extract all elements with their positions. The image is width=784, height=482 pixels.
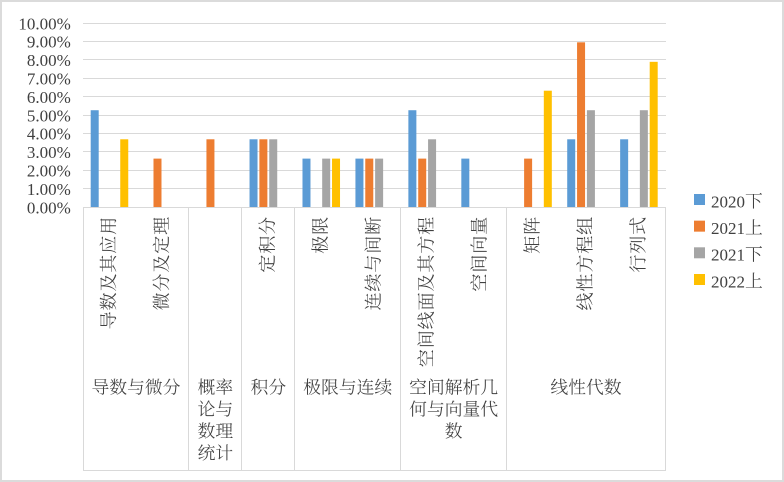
- svg-text:2021: 2021: [711, 219, 745, 238]
- svg-text:8.00%: 8.00%: [27, 51, 71, 70]
- svg-text:2.00%: 2.00%: [27, 162, 71, 181]
- svg-text:1.00%: 1.00%: [27, 180, 71, 199]
- svg-text:10.00%: 10.00%: [18, 14, 70, 33]
- svg-text:2022: 2022: [711, 272, 745, 291]
- svg-text:3.00%: 3.00%: [27, 143, 71, 162]
- svg-text:2021: 2021: [711, 246, 745, 265]
- svg-text:2020: 2020: [711, 192, 745, 211]
- svg-text:5.00%: 5.00%: [27, 106, 71, 125]
- svg-text:6.00%: 6.00%: [27, 88, 71, 107]
- svg-text:9.00%: 9.00%: [27, 33, 71, 52]
- svg-text:7.00%: 7.00%: [27, 70, 71, 89]
- svg-text:4.00%: 4.00%: [27, 125, 71, 144]
- svg-text:0.00%: 0.00%: [27, 198, 71, 217]
